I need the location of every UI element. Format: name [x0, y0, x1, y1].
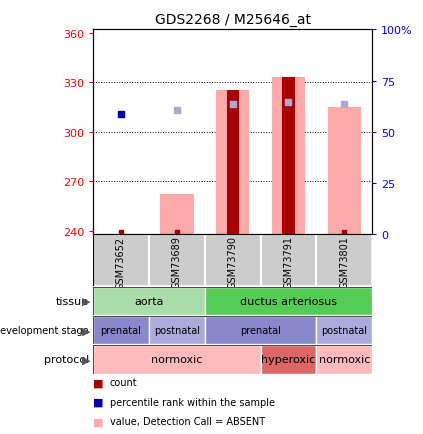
Bar	[316, 234, 372, 286]
Text: normoxic: normoxic	[151, 355, 203, 365]
Title: GDS2268 / M25646_at: GDS2268 / M25646_at	[155, 13, 310, 26]
Bar	[205, 234, 261, 286]
Point	[118, 111, 124, 118]
Bar	[216, 91, 250, 234]
Bar	[226, 91, 239, 234]
Text: ▶: ▶	[82, 296, 91, 306]
Text: postnatal: postnatal	[154, 326, 200, 335]
Bar	[93, 234, 149, 286]
Bar	[261, 234, 316, 286]
Text: GSM73791: GSM73791	[283, 236, 294, 289]
Point	[118, 229, 124, 236]
Text: ■: ■	[93, 417, 104, 426]
Text: percentile rank within the sample: percentile rank within the sample	[110, 397, 275, 407]
Text: prenatal: prenatal	[101, 326, 141, 335]
Text: count: count	[110, 378, 137, 387]
Bar	[160, 195, 194, 234]
Bar	[261, 345, 316, 374]
Bar	[93, 345, 261, 374]
Text: ▶: ▶	[82, 326, 91, 335]
Text: ▶: ▶	[82, 355, 91, 365]
Text: GSM73801: GSM73801	[339, 236, 349, 289]
Text: protocol: protocol	[44, 355, 89, 365]
Bar	[93, 287, 205, 316]
Bar	[327, 108, 361, 234]
Bar	[93, 316, 149, 345]
Text: tissue: tissue	[56, 296, 89, 306]
Bar	[205, 287, 372, 316]
Point	[173, 108, 180, 115]
Text: ■: ■	[93, 397, 104, 407]
Point	[285, 99, 292, 106]
Text: GSM73790: GSM73790	[228, 236, 238, 289]
Bar	[149, 316, 205, 345]
Text: GSM73689: GSM73689	[172, 236, 182, 289]
Point	[229, 101, 236, 108]
Text: development stage: development stage	[0, 326, 89, 335]
Text: aorta: aorta	[134, 296, 164, 306]
Point	[173, 229, 180, 236]
Bar	[149, 234, 205, 286]
Bar	[316, 345, 372, 374]
Bar	[272, 78, 305, 234]
Bar	[282, 78, 295, 234]
Text: postnatal: postnatal	[321, 326, 367, 335]
Text: prenatal: prenatal	[240, 326, 281, 335]
Point	[341, 229, 348, 236]
Text: ductus arteriosus: ductus arteriosus	[240, 296, 337, 306]
Text: GSM73652: GSM73652	[116, 236, 126, 289]
Point	[341, 101, 348, 108]
Text: ■: ■	[93, 378, 104, 387]
Bar	[205, 316, 316, 345]
Text: normoxic: normoxic	[319, 355, 370, 365]
Text: value, Detection Call = ABSENT: value, Detection Call = ABSENT	[110, 417, 265, 426]
Bar	[316, 316, 372, 345]
Text: hyperoxic: hyperoxic	[261, 355, 316, 365]
